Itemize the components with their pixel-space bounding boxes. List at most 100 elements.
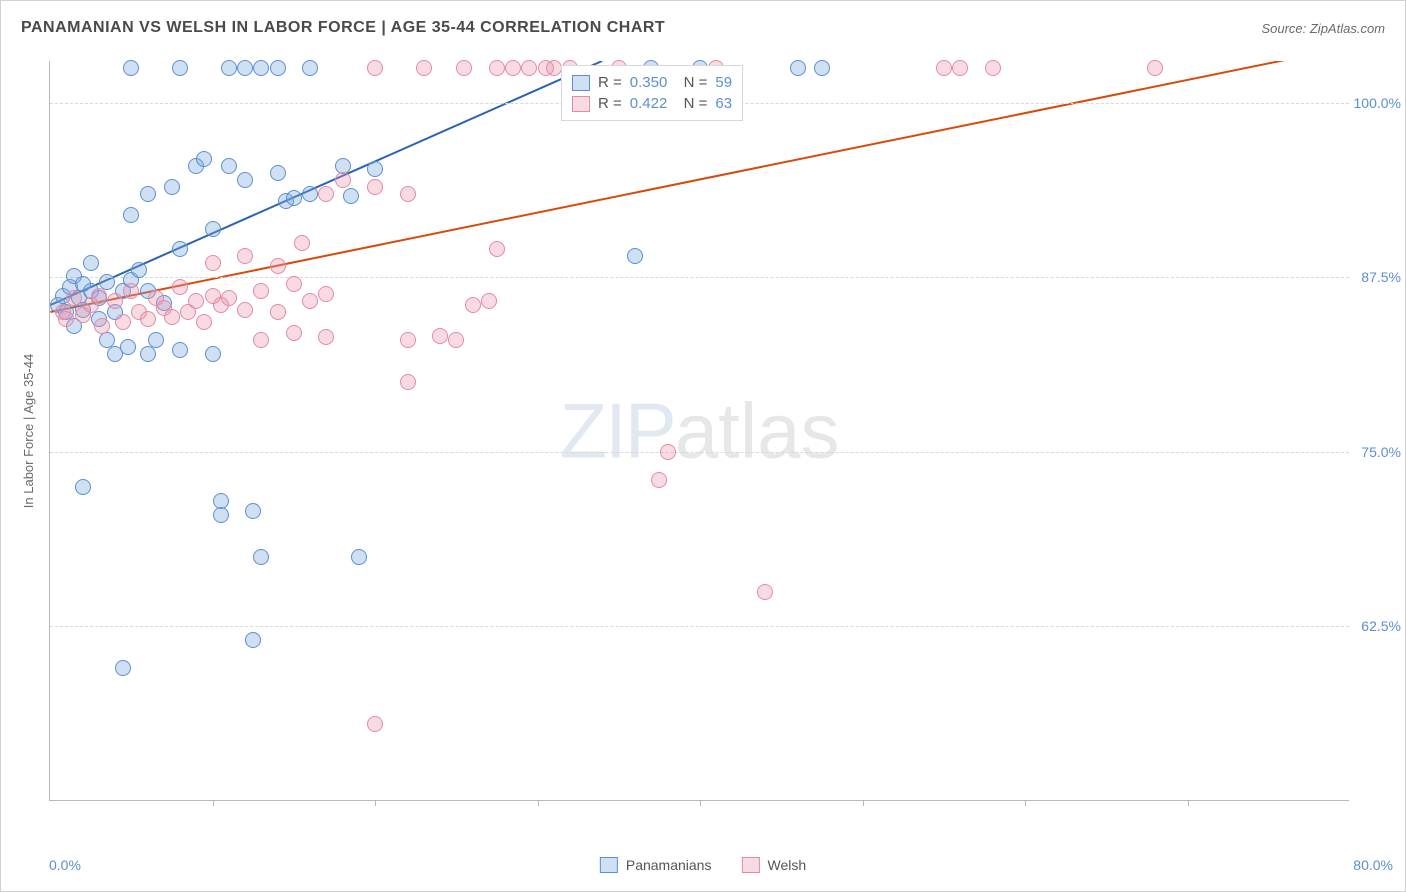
y-axis-label: In Labor Force | Age 35-44 xyxy=(21,354,36,508)
data-point xyxy=(172,60,188,76)
gridline xyxy=(50,452,1349,453)
data-point xyxy=(302,293,318,309)
data-point xyxy=(131,262,147,278)
stats-r-label: R = xyxy=(598,74,622,91)
x-tick xyxy=(375,800,376,806)
data-point xyxy=(237,172,253,188)
data-point xyxy=(107,293,123,309)
stats-r-label: R = xyxy=(598,95,622,112)
data-point xyxy=(83,255,99,271)
data-point xyxy=(627,248,643,264)
legend-label: Panamanians xyxy=(626,857,712,873)
y-tick-label: 75.0% xyxy=(1361,444,1401,460)
data-point xyxy=(651,472,667,488)
data-point xyxy=(221,290,237,306)
data-point xyxy=(115,660,131,676)
legend-item: Panamanians xyxy=(600,857,712,873)
data-point xyxy=(140,186,156,202)
legend-label: Welsh xyxy=(767,857,806,873)
data-point xyxy=(253,549,269,565)
watermark-atlas: atlas xyxy=(675,386,840,474)
legend: Panamanians Welsh xyxy=(600,857,806,873)
data-point xyxy=(270,165,286,181)
data-point xyxy=(1147,60,1163,76)
data-point xyxy=(456,60,472,76)
data-point xyxy=(367,60,383,76)
data-point xyxy=(985,60,1001,76)
data-point xyxy=(351,549,367,565)
data-point xyxy=(367,161,383,177)
stats-n-value: 63 xyxy=(715,95,732,112)
data-point xyxy=(164,179,180,195)
data-point xyxy=(196,314,212,330)
data-point xyxy=(432,328,448,344)
data-point xyxy=(205,255,221,271)
data-point xyxy=(148,332,164,348)
data-point xyxy=(253,283,269,299)
data-point xyxy=(123,60,139,76)
gridline xyxy=(50,277,1349,278)
data-point xyxy=(164,309,180,325)
y-tick-label: 100.0% xyxy=(1354,95,1401,111)
data-point xyxy=(294,235,310,251)
legend-swatch xyxy=(741,857,759,873)
data-point xyxy=(66,290,82,306)
data-point xyxy=(245,503,261,519)
data-point xyxy=(75,479,91,495)
data-point xyxy=(237,248,253,264)
data-point xyxy=(188,293,204,309)
correlation-stats-box: R = 0.350 N = 59R = 0.422 N = 63 xyxy=(561,65,743,121)
data-point xyxy=(318,329,334,345)
data-point xyxy=(936,60,952,76)
data-point xyxy=(489,60,505,76)
data-point xyxy=(335,172,351,188)
data-point xyxy=(400,332,416,348)
data-point xyxy=(481,293,497,309)
data-point xyxy=(302,60,318,76)
data-point xyxy=(505,60,521,76)
data-point xyxy=(172,279,188,295)
data-point xyxy=(58,311,74,327)
data-point xyxy=(270,304,286,320)
x-tick xyxy=(1188,800,1189,806)
data-point xyxy=(237,60,253,76)
data-point xyxy=(253,332,269,348)
x-axis-min-label: 0.0% xyxy=(49,857,81,873)
watermark-zip: ZIP xyxy=(559,386,674,474)
chart-source: Source: ZipAtlas.com xyxy=(1261,21,1385,36)
data-point xyxy=(400,374,416,390)
stats-r-value: 0.350 xyxy=(630,74,668,91)
legend-item: Welsh xyxy=(741,857,806,873)
data-point xyxy=(302,186,318,202)
chart-container: PANAMANIAN VS WELSH IN LABOR FORCE | AGE… xyxy=(0,0,1406,892)
data-point xyxy=(196,151,212,167)
x-tick xyxy=(863,800,864,806)
data-point xyxy=(91,288,107,304)
plot-area: ZIPatlas 62.5%75.0%87.5%100.0% xyxy=(49,61,1349,801)
data-point xyxy=(213,507,229,523)
data-point xyxy=(367,716,383,732)
data-point xyxy=(660,444,676,460)
data-point xyxy=(757,584,773,600)
data-point xyxy=(120,339,136,355)
y-tick-label: 62.5% xyxy=(1361,618,1401,634)
gridline xyxy=(50,626,1349,627)
data-point xyxy=(400,186,416,202)
data-point xyxy=(343,188,359,204)
x-tick xyxy=(538,800,539,806)
data-point xyxy=(286,325,302,341)
legend-swatch xyxy=(572,75,590,91)
data-point xyxy=(245,632,261,648)
chart-header: PANAMANIAN VS WELSH IN LABOR FORCE | AGE… xyxy=(21,19,1385,37)
data-point xyxy=(318,286,334,302)
data-point xyxy=(123,207,139,223)
data-point xyxy=(172,342,188,358)
chart-title: PANAMANIAN VS WELSH IN LABOR FORCE | AGE… xyxy=(21,19,665,37)
data-point xyxy=(286,190,302,206)
data-point xyxy=(253,60,269,76)
data-point xyxy=(367,179,383,195)
data-point xyxy=(94,318,110,334)
data-point xyxy=(140,346,156,362)
data-point xyxy=(115,314,131,330)
data-point xyxy=(123,283,139,299)
